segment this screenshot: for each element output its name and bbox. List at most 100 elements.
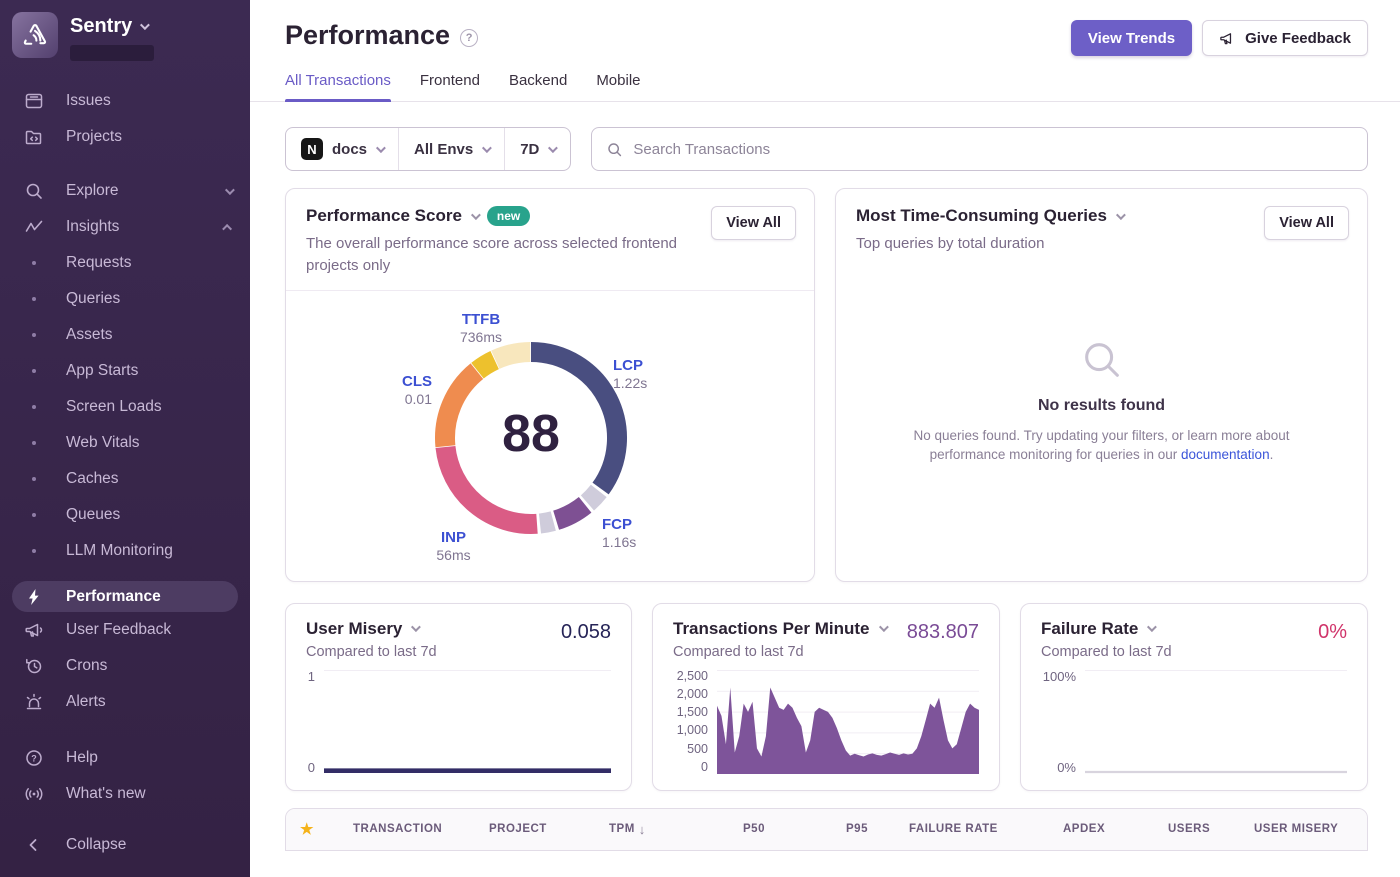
new-badge: new [486, 206, 531, 226]
sidebar-item-screen-loads[interactable]: Screen Loads [0, 389, 250, 425]
brand-name: Sentry [70, 15, 133, 37]
org-name-redacted [70, 45, 154, 61]
view-trends-button[interactable]: View Trends [1070, 20, 1193, 56]
megaphone-icon [24, 620, 44, 640]
sidebar-item-assets[interactable]: Assets [0, 317, 250, 353]
sidebar-item-queries[interactable]: Queries [0, 281, 250, 317]
y-axis-min: 0% [1057, 759, 1076, 775]
tab-all-transactions[interactable]: All Transactions [285, 72, 391, 102]
column-p95[interactable]: P95 [846, 823, 868, 835]
sidebar-item-caches[interactable]: Caches [0, 461, 250, 497]
user-misery-plot [324, 669, 611, 774]
y-tick: 2,500 [676, 668, 708, 683]
sidebar-item-queues[interactable]: Queues [0, 497, 250, 533]
user-misery-subtitle: Compared to last 7d [306, 643, 437, 660]
y-axis: 1 0 [306, 670, 324, 774]
tab-frontend[interactable]: Frontend [419, 72, 480, 89]
sidebar-item-user-feedback[interactable]: User Feedback [0, 612, 250, 648]
sidebar-item-help[interactable]: ? Help [0, 740, 250, 776]
empty-state-text-end: . [1269, 447, 1274, 463]
nav-gap [0, 569, 250, 581]
column-tpm[interactable]: TPM ↓ [609, 822, 743, 837]
transactions-per-minute-card: Transactions Per Minute Compared to last… [652, 602, 1000, 791]
view-all-button[interactable]: View All [1264, 206, 1349, 240]
project-selector-value: docs [332, 140, 368, 158]
score-ring [435, 341, 627, 534]
column-transaction[interactable]: TRANSACTION [353, 823, 443, 835]
sidebar-item-alerts[interactable]: Alerts [0, 684, 250, 720]
sidebar-item-web-vitals[interactable]: Web Vitals [0, 425, 250, 461]
tpm-value: 883.807 [906, 620, 979, 643]
tpm-subtitle: Compared to last 7d [673, 643, 804, 660]
bullet-icon [24, 505, 44, 525]
sidebar-item-requests[interactable]: Requests [0, 245, 250, 281]
org-switcher[interactable]: Sentry [70, 15, 154, 38]
user-misery-chart: 1 0 [306, 669, 611, 774]
search-transactions-input[interactable] [633, 140, 1353, 158]
y-axis: 100% 0% [1041, 670, 1085, 774]
date-range-selector[interactable]: 7D [504, 128, 570, 170]
project-selector[interactable]: N docs [286, 128, 398, 170]
sidebar-item-performance[interactable]: Performance [12, 581, 238, 612]
tpm-title[interactable]: Transactions Per Minute [673, 618, 870, 638]
issues-icon [24, 91, 44, 111]
sidebar-item-llm-monitoring[interactable]: LLM Monitoring [0, 533, 250, 569]
y-tick: 1,500 [676, 705, 708, 720]
performance-score-ring-chart: 88 TTFB 736ms LCP 1.22s CLS 0.01 INP [286, 291, 814, 581]
sidebar-item-explore[interactable]: Explore [0, 173, 250, 209]
failure-rate-title[interactable]: Failure Rate [1041, 618, 1139, 638]
chevron-down-icon [878, 622, 889, 633]
tab-backend[interactable]: Backend [508, 72, 568, 89]
chevron-down-icon [411, 622, 422, 633]
sidebar-item-projects[interactable]: Projects [0, 119, 250, 155]
column-p50[interactable]: P50 [743, 823, 765, 835]
empty-state-title: No results found [1037, 397, 1166, 414]
column-user-misery[interactable]: USER MISERY [1254, 823, 1339, 835]
sidebar-item-label: Requests [66, 254, 132, 271]
failure-rate-plot [1085, 669, 1347, 774]
queries-card-title[interactable]: Most Time-Consuming Queries [856, 206, 1107, 225]
tab-mobile[interactable]: Mobile [596, 72, 641, 89]
tab-bar: All Transactions Frontend Backend Mobile [250, 72, 1400, 102]
bullet-icon [24, 289, 44, 309]
search-icon [1084, 343, 1119, 377]
sidebar-item-issues[interactable]: Issues [0, 83, 250, 119]
cards-row-1: Performance Score new The overall perfor… [285, 188, 1368, 582]
bullet-icon [24, 397, 44, 417]
page-title: Performance [285, 20, 451, 50]
sidebar-item-label: Screen Loads [66, 398, 162, 415]
column-users[interactable]: USERS [1168, 823, 1211, 835]
no-results-empty-state: No results found No queries found. Try u… [836, 337, 1367, 464]
sidebar-item-label: Issues [66, 92, 111, 109]
nav-gap [0, 155, 250, 173]
star-icon[interactable]: ★ [300, 821, 314, 838]
megaphone-icon [1220, 32, 1232, 44]
sidebar-item-label: Performance [66, 587, 161, 605]
failure-rate-subtitle: Compared to last 7d [1041, 643, 1172, 660]
page-help-icon[interactable]: ? [460, 29, 479, 47]
sidebar-item-crons[interactable]: Crons [0, 648, 250, 684]
sidebar-item-insights[interactable]: Insights [0, 209, 250, 245]
performance-score-title[interactable]: Performance Score [306, 206, 462, 225]
vital-lcp: LCP 1.22s [613, 356, 648, 391]
transactions-table-header: ★ TRANSACTION PROJECT TPM ↓ P50 P95 FAIL… [286, 808, 1367, 850]
documentation-link[interactable]: documentation [1181, 447, 1270, 463]
sidebar-item-app-starts[interactable]: App Starts [0, 353, 250, 389]
view-all-button[interactable]: View All [711, 206, 796, 240]
give-feedback-button[interactable]: Give Feedback [1202, 20, 1368, 56]
sidebar-item-whats-new[interactable]: What's new [0, 776, 250, 812]
sidebar-collapse-button[interactable]: Collapse [0, 827, 250, 863]
insights-icon [24, 217, 44, 237]
column-apdex[interactable]: APDEX [1063, 823, 1106, 835]
column-failure-rate[interactable]: FAILURE RATE [909, 823, 998, 835]
card-divider [286, 289, 814, 291]
user-misery-title[interactable]: User Misery [306, 618, 403, 638]
column-project[interactable]: PROJECT [489, 823, 547, 835]
y-axis-max: 1 [307, 668, 315, 684]
vital-ttfb: TTFB 736ms [459, 310, 503, 345]
sentry-logo[interactable] [12, 12, 58, 58]
environment-selector[interactable]: All Envs [398, 128, 504, 170]
y-tick: 500 [687, 741, 708, 756]
sidebar: Sentry Issues Projects [0, 0, 250, 877]
